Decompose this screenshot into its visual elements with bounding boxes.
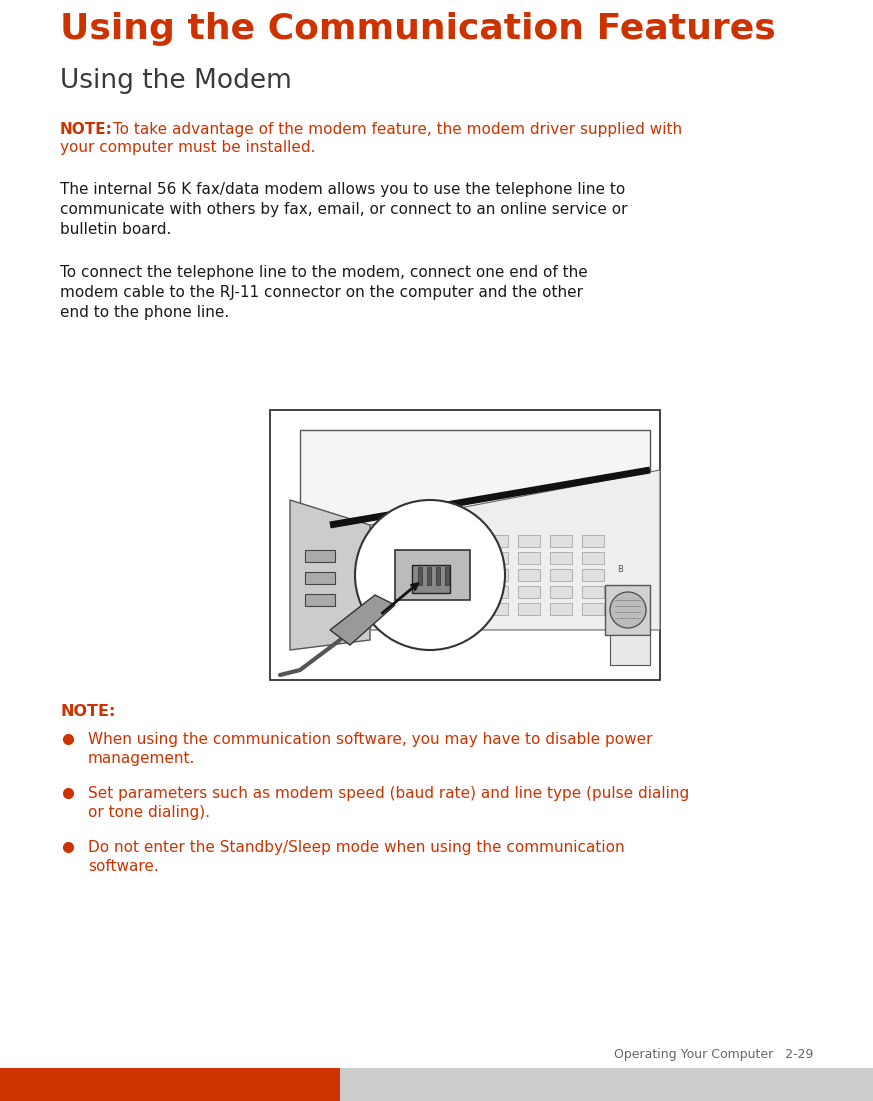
Text: When using the communication software, you may have to disable power: When using the communication software, y… [88, 732, 652, 746]
Bar [582, 535, 604, 547]
Bar [454, 552, 476, 564]
Bar [486, 569, 508, 581]
Bar [518, 552, 540, 564]
Text: your computer must be installed.: your computer must be installed. [60, 140, 315, 155]
Bar [486, 552, 508, 564]
Bar [550, 569, 572, 581]
Text: communicate with others by fax, email, or connect to an online service or: communicate with others by fax, email, o… [60, 201, 628, 217]
Text: The internal 56 K fax/data modem allows you to use the telephone line to: The internal 56 K fax/data modem allows … [60, 182, 625, 197]
Text: Using the Modem: Using the Modem [60, 68, 292, 94]
Text: Operating Your Computer   2-29: Operating Your Computer 2-29 [614, 1048, 813, 1061]
Bar [422, 535, 444, 547]
Polygon shape [300, 430, 650, 530]
Bar [550, 603, 572, 615]
Text: modem cable to the RJ-11 connector on the computer and the other: modem cable to the RJ-11 connector on th… [60, 285, 583, 299]
Bar [418, 567, 422, 585]
Bar [390, 552, 412, 564]
Bar [454, 569, 476, 581]
Bar [518, 586, 540, 598]
Bar [550, 535, 572, 547]
Bar [518, 535, 540, 547]
Bar [422, 569, 444, 581]
Bar [422, 586, 444, 598]
Text: management.: management. [88, 751, 196, 766]
Bar [605, 585, 650, 635]
Bar [550, 586, 572, 598]
Bar [0, 1068, 340, 1101]
Bar [582, 603, 604, 615]
Polygon shape [370, 470, 660, 630]
Bar [518, 569, 540, 581]
Circle shape [610, 592, 646, 628]
Bar [436, 567, 440, 585]
Bar [486, 603, 508, 615]
Bar [454, 603, 476, 615]
Bar [422, 603, 444, 615]
Text: software.: software. [88, 859, 159, 874]
Bar [390, 586, 412, 598]
Bar [610, 635, 650, 665]
Bar [305, 595, 335, 606]
Bar [518, 603, 540, 615]
Circle shape [355, 500, 505, 650]
Bar [582, 552, 604, 564]
Bar [445, 567, 449, 585]
Polygon shape [290, 500, 370, 650]
Bar [486, 535, 508, 547]
Bar [305, 573, 335, 584]
Bar [454, 586, 476, 598]
Bar [395, 550, 470, 600]
Bar [582, 586, 604, 598]
Text: 30: 30 [623, 648, 636, 658]
Text: To take advantage of the modem feature, the modem driver supplied with: To take advantage of the modem feature, … [108, 122, 682, 137]
Bar [305, 550, 335, 562]
Text: Do not enter the Standby/Sleep mode when using the communication: Do not enter the Standby/Sleep mode when… [88, 840, 624, 855]
Bar [390, 569, 412, 581]
Text: or tone dialing).: or tone dialing). [88, 805, 210, 820]
Text: To connect the telephone line to the modem, connect one end of the: To connect the telephone line to the mod… [60, 265, 588, 280]
Text: end to the phone line.: end to the phone line. [60, 305, 230, 320]
Bar [390, 535, 412, 547]
Bar [427, 567, 431, 585]
Bar [550, 552, 572, 564]
Text: Set parameters such as modem speed (baud rate) and line type (pulse dialing: Set parameters such as modem speed (baud… [88, 786, 690, 802]
Text: Using the Communication Features: Using the Communication Features [60, 12, 776, 46]
Bar [422, 552, 444, 564]
Bar [582, 569, 604, 581]
Bar [340, 1068, 873, 1101]
Bar [486, 586, 508, 598]
Bar [412, 565, 450, 593]
Text: B: B [617, 565, 623, 574]
Bar [390, 603, 412, 615]
Text: bulletin board.: bulletin board. [60, 222, 171, 237]
Text: NOTE:: NOTE: [60, 704, 115, 719]
Bar [270, 410, 660, 680]
Bar [454, 535, 476, 547]
Polygon shape [330, 595, 395, 645]
Text: NOTE:: NOTE: [60, 122, 113, 137]
